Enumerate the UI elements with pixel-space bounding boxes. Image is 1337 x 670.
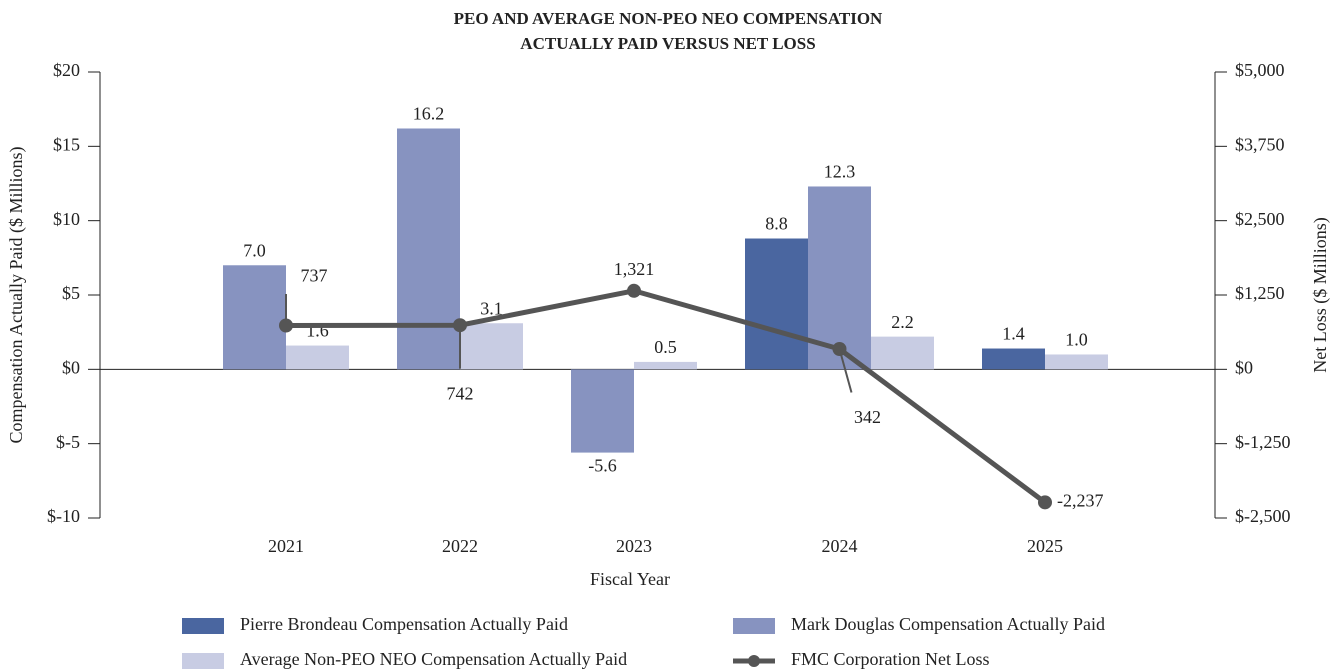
bar <box>397 128 460 370</box>
chart-title: ACTUALLY PAID VERSUS NET LOSS <box>520 34 815 53</box>
data-label: 1.0 <box>1065 330 1088 350</box>
bar <box>1045 354 1108 370</box>
legend-label: Pierre Brondeau Compensation Actually Pa… <box>240 614 568 634</box>
data-label: 7.0 <box>243 240 266 260</box>
data-label: -2,237 <box>1057 490 1104 510</box>
legend-swatch <box>733 618 775 634</box>
data-label: 8.8 <box>765 214 788 234</box>
tick-label: $3,750 <box>1235 134 1285 154</box>
legend-label: FMC Corporation Net Loss <box>791 649 990 669</box>
bar <box>460 323 523 370</box>
x-axis-title: Fiscal Year <box>590 569 670 589</box>
tick-label: $1,250 <box>1235 283 1285 303</box>
x-tick-label: 2025 <box>1027 536 1063 556</box>
tick-label: $20 <box>53 60 80 80</box>
x-tick-label: 2023 <box>616 536 652 556</box>
tick-label: $10 <box>53 209 80 229</box>
leader-line <box>838 348 853 393</box>
tick-label: $5 <box>62 283 80 303</box>
bar <box>808 186 871 370</box>
y-axis-title: Compensation Actually Paid ($ Millions) <box>6 147 27 444</box>
tick-label: $-10 <box>47 506 80 526</box>
data-label: 742 <box>447 383 474 403</box>
line-point <box>453 318 467 333</box>
tick-label: $5,000 <box>1235 60 1285 80</box>
legend-label: Mark Douglas Compensation Actually Paid <box>791 614 1105 634</box>
line-point <box>627 283 641 298</box>
legend-swatch <box>182 618 224 634</box>
bar <box>634 361 697 370</box>
chart-title: PEO AND AVERAGE NON-PEO NEO COMPENSATION <box>454 9 883 28</box>
x-tick-label: 2021 <box>268 536 304 556</box>
tick-label: $0 <box>1235 357 1253 377</box>
legend-label: Average Non-PEO NEO Compensation Actuall… <box>240 649 627 669</box>
data-label: 1,321 <box>614 259 655 279</box>
bar <box>571 369 634 453</box>
y2-axis-title: Net Loss ($ Millions) <box>1310 217 1331 373</box>
data-label: 342 <box>854 407 881 427</box>
legend-swatch <box>748 655 760 667</box>
data-label: 2.2 <box>891 312 914 332</box>
legend-swatch <box>182 653 224 669</box>
bar <box>982 348 1045 370</box>
data-label: 16.2 <box>413 104 445 124</box>
line-point <box>832 341 847 356</box>
tick-label: $-5 <box>56 432 80 452</box>
tick-label: $15 <box>53 134 80 154</box>
tick-label: $-1,250 <box>1235 432 1291 452</box>
bar <box>223 265 286 370</box>
bar <box>745 238 808 370</box>
tick-label: $-2,500 <box>1235 506 1291 526</box>
bar <box>871 336 934 370</box>
line-point <box>1038 495 1052 510</box>
x-tick-label: 2022 <box>442 536 478 556</box>
tick-label: $0 <box>62 357 80 377</box>
line-point <box>279 318 293 333</box>
x-tick-label: 2024 <box>822 536 858 556</box>
bar <box>286 345 349 370</box>
data-label: 737 <box>301 266 328 286</box>
data-label: 12.3 <box>824 162 856 182</box>
data-label: -5.6 <box>588 456 617 476</box>
data-label: 0.5 <box>654 337 677 357</box>
data-label: 3.1 <box>480 298 503 318</box>
tick-label: $2,500 <box>1235 209 1285 229</box>
data-label: 1.4 <box>1002 324 1025 344</box>
